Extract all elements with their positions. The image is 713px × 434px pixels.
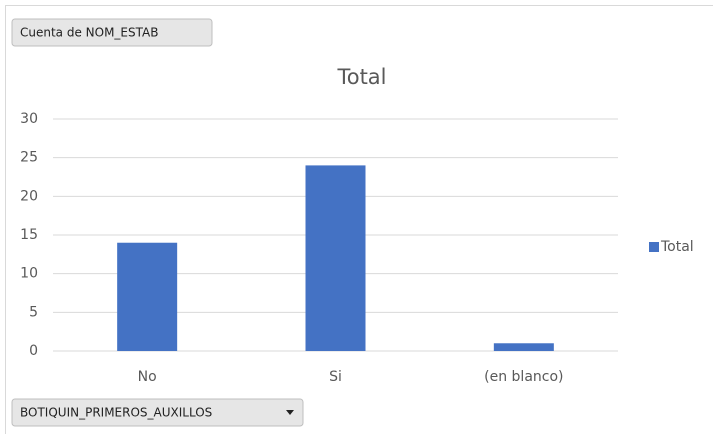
legend-swatch <box>649 242 659 252</box>
bar <box>117 242 178 351</box>
x-tick-label: No <box>138 369 157 385</box>
value-field-button[interactable]: Cuenta de NOM_ESTAB <box>11 18 213 47</box>
y-tick-label: 15 <box>20 227 38 243</box>
bar <box>305 165 366 351</box>
y-tick-label: 5 <box>29 304 38 320</box>
axis-field-dropdown[interactable]: BOTIQUIN_PRIMEROS_AUXILLOS <box>11 398 304 427</box>
y-tick-label: 10 <box>20 266 38 282</box>
x-tick-label: (en blanco) <box>484 369 563 385</box>
y-tick-label: 25 <box>20 150 38 166</box>
button-label: Cuenta de NOM_ESTAB <box>20 26 158 40</box>
y-tick-label: 0 <box>29 343 38 359</box>
button-bg <box>11 18 213 47</box>
dropdown-label: BOTIQUIN_PRIMEROS_AUXILLOS <box>20 406 212 420</box>
bar <box>493 343 554 351</box>
dropdown-arrow <box>286 410 294 415</box>
y-tick-label: 30 <box>20 111 38 127</box>
y-tick-label: 20 <box>20 188 38 204</box>
dropdown-bg <box>11 398 304 427</box>
legend-label: Total <box>660 239 694 255</box>
chart-title: Total <box>336 65 386 89</box>
x-tick-label: Si <box>329 369 342 385</box>
